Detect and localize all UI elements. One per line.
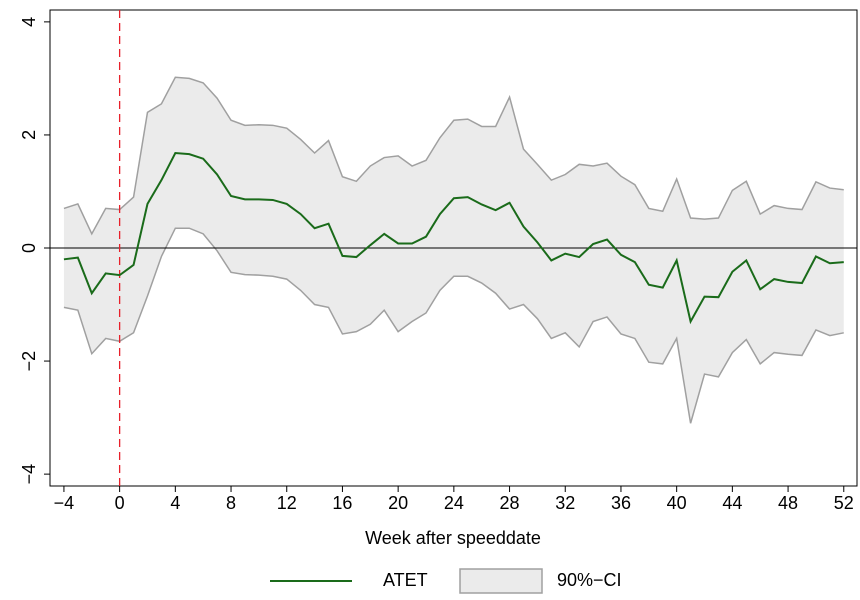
x-tick-label: 32 — [555, 493, 575, 513]
x-tick-label: 44 — [722, 493, 742, 513]
legend-label: ATET — [383, 570, 428, 590]
legend-label: 90%−CI — [557, 570, 622, 590]
x-tick-label: 52 — [834, 493, 854, 513]
x-tick-label: 12 — [277, 493, 297, 513]
x-tick-label: 8 — [226, 493, 236, 513]
y-tick-label: 0 — [19, 243, 39, 253]
ci-lower — [63, 227, 844, 424]
y-tick-label: 4 — [19, 17, 39, 27]
x-axis-title: Week after speeddate — [365, 528, 541, 548]
y-tick-label: −2 — [19, 351, 39, 372]
x-tick-label: 0 — [115, 493, 125, 513]
x-tick-label: −4 — [54, 493, 75, 513]
x-tick-label: 4 — [170, 493, 180, 513]
ci-upper — [63, 76, 844, 236]
atet-line — [63, 151, 844, 325]
x-tick-label: 40 — [667, 493, 687, 513]
x-tick-label: 24 — [444, 493, 464, 513]
x-tick-label: 16 — [332, 493, 352, 513]
y-tick-label: −4 — [19, 464, 39, 485]
y-tick-label: 2 — [19, 130, 39, 140]
x-tick-label: 28 — [500, 493, 520, 513]
x-tick-label: 48 — [778, 493, 798, 513]
ci-band — [63, 77, 844, 424]
x-tick-label: 20 — [388, 493, 408, 513]
x-tick-label: 36 — [611, 493, 631, 513]
legend-swatch — [459, 568, 543, 594]
